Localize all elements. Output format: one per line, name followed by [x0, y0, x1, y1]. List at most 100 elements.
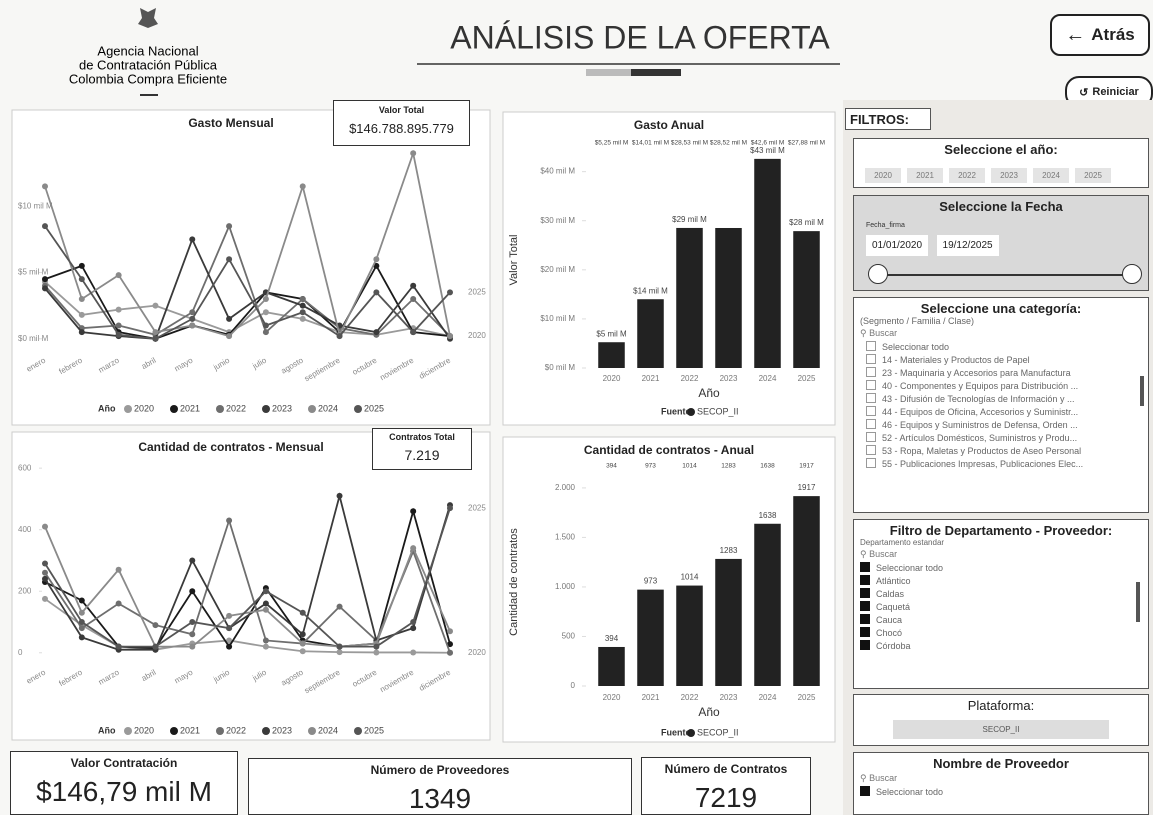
legend-label: 2022	[226, 725, 246, 735]
list-item[interactable]: 55 - Publicaciones Impresas, Publicacion…	[862, 458, 1148, 471]
search-label: Buscar	[869, 549, 898, 559]
legend-swatch	[262, 727, 270, 735]
bar	[793, 496, 820, 686]
point	[447, 641, 453, 648]
point	[226, 517, 233, 524]
year-options: 2020 2021 2022 2023 2024 2025	[862, 165, 1148, 183]
y-tick-label: $20 mil M	[540, 265, 575, 274]
slider-handle[interactable]	[868, 264, 888, 284]
top-label: 973	[645, 463, 656, 470]
point	[189, 315, 196, 322]
checkbox	[866, 458, 876, 468]
back-button[interactable]: ← Atrás	[1050, 14, 1150, 56]
date-start[interactable]: 01/01/2020	[866, 235, 929, 256]
data-label: 1283	[720, 546, 738, 555]
list-item[interactable]: Caquetá	[856, 601, 1148, 614]
end-label: 2025	[468, 503, 486, 512]
point	[226, 637, 233, 644]
legend-label: 2024	[318, 403, 338, 413]
point	[262, 637, 269, 644]
legend-label: SECOP_II	[697, 727, 739, 737]
top-label: $28,53 mil M	[671, 140, 708, 147]
x-tick-label: 2023	[720, 693, 738, 702]
point	[189, 322, 196, 329]
year-option[interactable]: 2023	[991, 168, 1027, 183]
legend-title: Año	[98, 725, 116, 735]
checkbox	[866, 341, 876, 351]
date-range: 01/01/2020 19/12/2025	[866, 235, 1148, 256]
point	[299, 609, 306, 616]
legend-swatch	[354, 727, 362, 735]
department-list: Seleccionar todo Atlántico Caldas Caquetá Ca…	[856, 562, 1148, 653]
kpi-value: 7.219	[404, 447, 440, 463]
back-label: Atrás	[1091, 25, 1135, 44]
point	[115, 322, 122, 329]
point	[299, 296, 306, 302]
platform-option[interactable]: SECOP_II	[892, 720, 1110, 739]
checkbox	[860, 640, 870, 650]
list-item[interactable]: 43 - Difusión de Tecnologías de Informac…	[862, 393, 1148, 406]
point	[262, 600, 269, 607]
year-option[interactable]: 2025	[1075, 168, 1111, 183]
list-item[interactable]: 44 - Equipos de Oficina, Accesorios y Su…	[862, 406, 1148, 419]
data-label: $29 mil M	[672, 215, 707, 224]
top-label: 394	[606, 463, 617, 470]
item-label: Caquetá	[876, 602, 911, 612]
point	[189, 631, 196, 638]
point	[42, 523, 48, 530]
list-item[interactable]: Atlántico	[856, 575, 1148, 588]
x-tick-label: 2021	[642, 693, 660, 702]
search-label: Buscar	[869, 328, 898, 338]
slicer-title: Seleccione una categoría:	[920, 301, 1082, 316]
search-box[interactable]: ⚲ Buscar	[860, 773, 898, 783]
item-label: 43 - Difusión de Tecnologías de Informac…	[882, 394, 1075, 404]
item-label: Cauca	[876, 615, 903, 625]
list-item[interactable]: Caldas	[856, 588, 1148, 601]
year-option[interactable]: 2024	[1033, 168, 1069, 183]
bar	[598, 646, 625, 686]
chart-title: Cantidad de contratos - Anual	[584, 443, 754, 457]
point	[152, 643, 159, 650]
slicer-title: Seleccione el año:	[944, 142, 1058, 157]
chart-frame	[502, 436, 836, 743]
list-item[interactable]: 53 - Ropa, Maletas y Productos de Aseo P…	[862, 445, 1148, 458]
filters-title: FILTROS:	[845, 108, 931, 130]
slider-handle[interactable]	[1122, 264, 1142, 284]
legend-label: SECOP_II	[697, 406, 739, 416]
list-item[interactable]: Córdoba	[856, 640, 1148, 653]
list-item[interactable]: 52 - Artículos Domésticos, Suministros y…	[862, 432, 1148, 445]
list-item[interactable]: 14 - Materiales y Productos de Papel	[862, 354, 1148, 367]
list-item[interactable]: Seleccionar todo	[862, 341, 1148, 354]
point	[189, 557, 196, 564]
search-box[interactable]: ⚲ Buscar	[860, 549, 898, 559]
list-item[interactable]: 46 - Equipos y Suministros de Defensa, O…	[862, 419, 1148, 432]
point	[447, 628, 453, 635]
item-label: Córdoba	[876, 641, 911, 651]
top-label: 1283	[721, 463, 736, 470]
platform-options: SECOP_II	[854, 719, 1148, 739]
point	[115, 306, 122, 313]
checkbox	[866, 380, 876, 390]
y-tick-label: $30 mil M	[540, 216, 575, 225]
point	[115, 566, 122, 573]
point	[299, 309, 306, 316]
list-item[interactable]: 40 - Componentes y Equipos para Distribu…	[862, 380, 1148, 393]
year-option[interactable]: 2022	[949, 168, 985, 183]
list-item[interactable]: Seleccionar todo	[856, 786, 1148, 799]
list-item[interactable]: Chocó	[856, 627, 1148, 640]
y-tick-label: 1.500	[555, 533, 576, 542]
point	[226, 625, 233, 632]
legend-swatch	[354, 405, 362, 413]
list-item[interactable]: 23 - Maquinaria y Accesorios para Manufa…	[862, 367, 1148, 380]
point	[226, 256, 233, 263]
date-end[interactable]: 19/12/2025	[936, 235, 999, 256]
data-label: 1014	[681, 573, 699, 582]
list-item[interactable]: Cauca	[856, 614, 1148, 627]
year-option[interactable]: 2020	[865, 168, 901, 183]
year-option[interactable]: 2021	[907, 168, 943, 183]
search-box[interactable]: ⚲ Buscar	[860, 328, 898, 338]
list-item[interactable]: Seleccionar todo	[856, 562, 1148, 575]
point	[115, 600, 122, 607]
point	[152, 329, 159, 336]
bar	[676, 585, 703, 686]
